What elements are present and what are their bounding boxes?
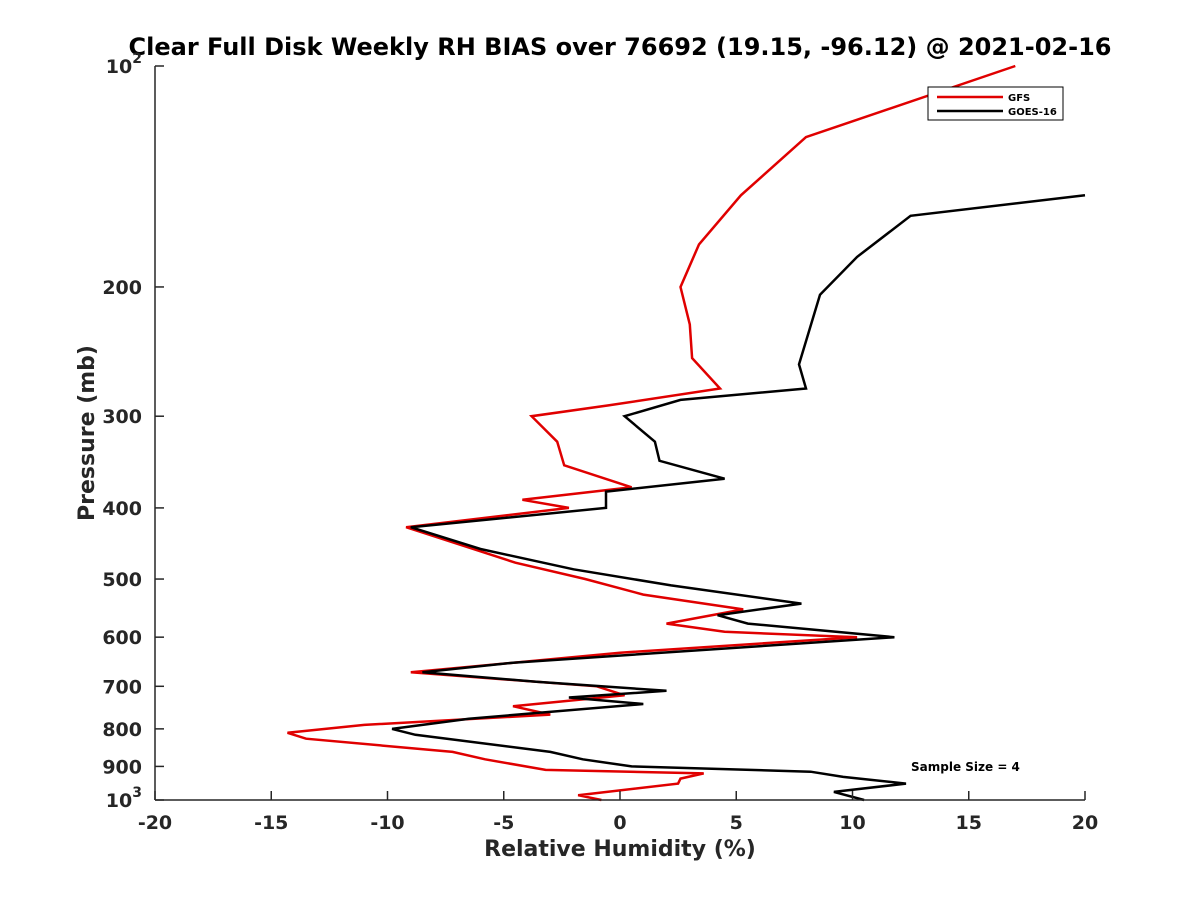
x-tick-label: -5 (493, 812, 514, 834)
y-tick-exponent: 2 (132, 51, 142, 67)
y-tick-label: 700 (102, 676, 142, 698)
x-axis-label: Relative Humidity (%) (484, 837, 756, 862)
series-line-goes16 (391, 194, 1086, 802)
y-tick-base: 500 (102, 569, 142, 591)
y-tick-base: 900 (102, 756, 142, 778)
y-tick-label: 900 (102, 756, 142, 778)
series-line-gfs (287, 64, 1016, 802)
y-tick-base: 400 (102, 498, 142, 520)
y-tick-label: 102 (106, 51, 142, 78)
y-tick-label: 103 (106, 785, 142, 812)
x-tick-label: 10 (839, 812, 865, 834)
y-tick-base: 700 (102, 676, 142, 698)
x-tick-label: -20 (138, 812, 172, 834)
legend-label-gfs: GFS (1008, 93, 1030, 104)
legend: GFS GOES-16 (927, 86, 1064, 121)
y-tick-label: 400 (102, 498, 142, 520)
y-tick-label: 600 (102, 627, 142, 649)
sample-size-annotation: Sample Size = 4 (911, 760, 1020, 774)
y-axis-label: Pressure (mb) (75, 345, 100, 521)
y-tick-base: 800 (102, 719, 142, 741)
chart-title: Clear Full Disk Weekly RH BIAS over 7669… (129, 33, 1112, 61)
series-layer (287, 64, 1086, 802)
y-tick-base: 600 (102, 627, 142, 649)
x-tick-label: -10 (370, 812, 404, 834)
y-tick-label: 300 (102, 406, 142, 428)
y-tick-base: 10 (106, 56, 132, 78)
y-tick-base: 300 (102, 406, 142, 428)
x-tick-label: 0 (613, 812, 626, 834)
x-tick-label: 15 (956, 812, 982, 834)
x-tick-label: -15 (254, 812, 288, 834)
y-tick-label: 800 (102, 719, 142, 741)
x-tick-label: 20 (1072, 812, 1098, 834)
legend-box (927, 86, 1064, 121)
y-tick-base: 200 (102, 277, 142, 299)
x-tick-label: 5 (730, 812, 743, 834)
x-axis-ticks: -20 -15 -10 -5 0 5 10 15 20 (138, 791, 1098, 834)
legend-label-goes16: GOES-16 (1008, 107, 1057, 118)
y-tick-exponent: 3 (132, 785, 142, 801)
y-tick-label: 500 (102, 569, 142, 591)
y-tick-base: 10 (106, 790, 132, 812)
y-tick-label: 200 (102, 277, 142, 299)
